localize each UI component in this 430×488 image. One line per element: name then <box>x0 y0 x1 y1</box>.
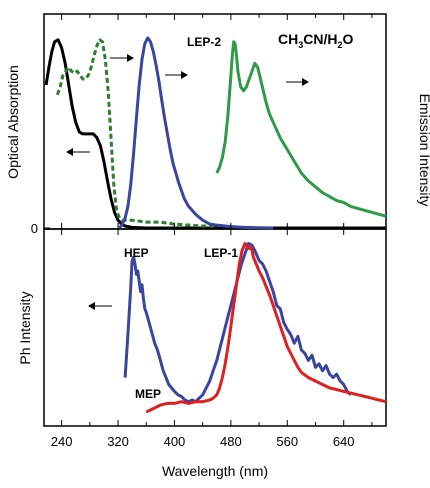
bottom-series-line-0 <box>123 241 352 404</box>
x-tick-label: 240 <box>51 434 73 449</box>
series-layer <box>44 36 387 414</box>
x-tick-label: 640 <box>333 434 355 449</box>
arrow-green-right-2 <box>286 78 309 86</box>
top-series-line-1 <box>55 38 217 228</box>
top-y-axis-label: Optical Absorption <box>5 65 21 179</box>
lep2-label: LEP-2 <box>187 35 221 49</box>
lep1-label: LEP-1 <box>204 246 238 260</box>
x-tick-label: 480 <box>220 434 242 449</box>
arrow-blue-right <box>110 54 134 62</box>
arrow-black-left <box>66 148 90 156</box>
bottom-y-axis-label: Ph Intensity <box>17 291 33 364</box>
x-tick-label: 320 <box>107 434 129 449</box>
top-series-line-3 <box>215 40 387 218</box>
zero-tick-label: 0 <box>31 221 38 236</box>
hep-label: HEP <box>124 246 149 260</box>
arrow-green-right-1 <box>165 71 188 79</box>
bottom-series-line-1 <box>145 241 387 414</box>
solvent-label: CH3CN/H2O <box>278 31 354 50</box>
right-y-axis-label: Emission Intensity <box>417 94 430 207</box>
x-axis-label: Wavelength (nm) <box>162 463 268 479</box>
top-series-line-2 <box>118 36 274 230</box>
arrow-hep-left <box>88 302 112 310</box>
ticks-layer: 240 320 400 480 560 640 <box>44 14 373 449</box>
top-series-line-0 <box>44 38 386 230</box>
x-tick-label: 560 <box>276 434 298 449</box>
x-tick-label: 400 <box>164 434 186 449</box>
mep-label: MEP <box>135 387 161 401</box>
